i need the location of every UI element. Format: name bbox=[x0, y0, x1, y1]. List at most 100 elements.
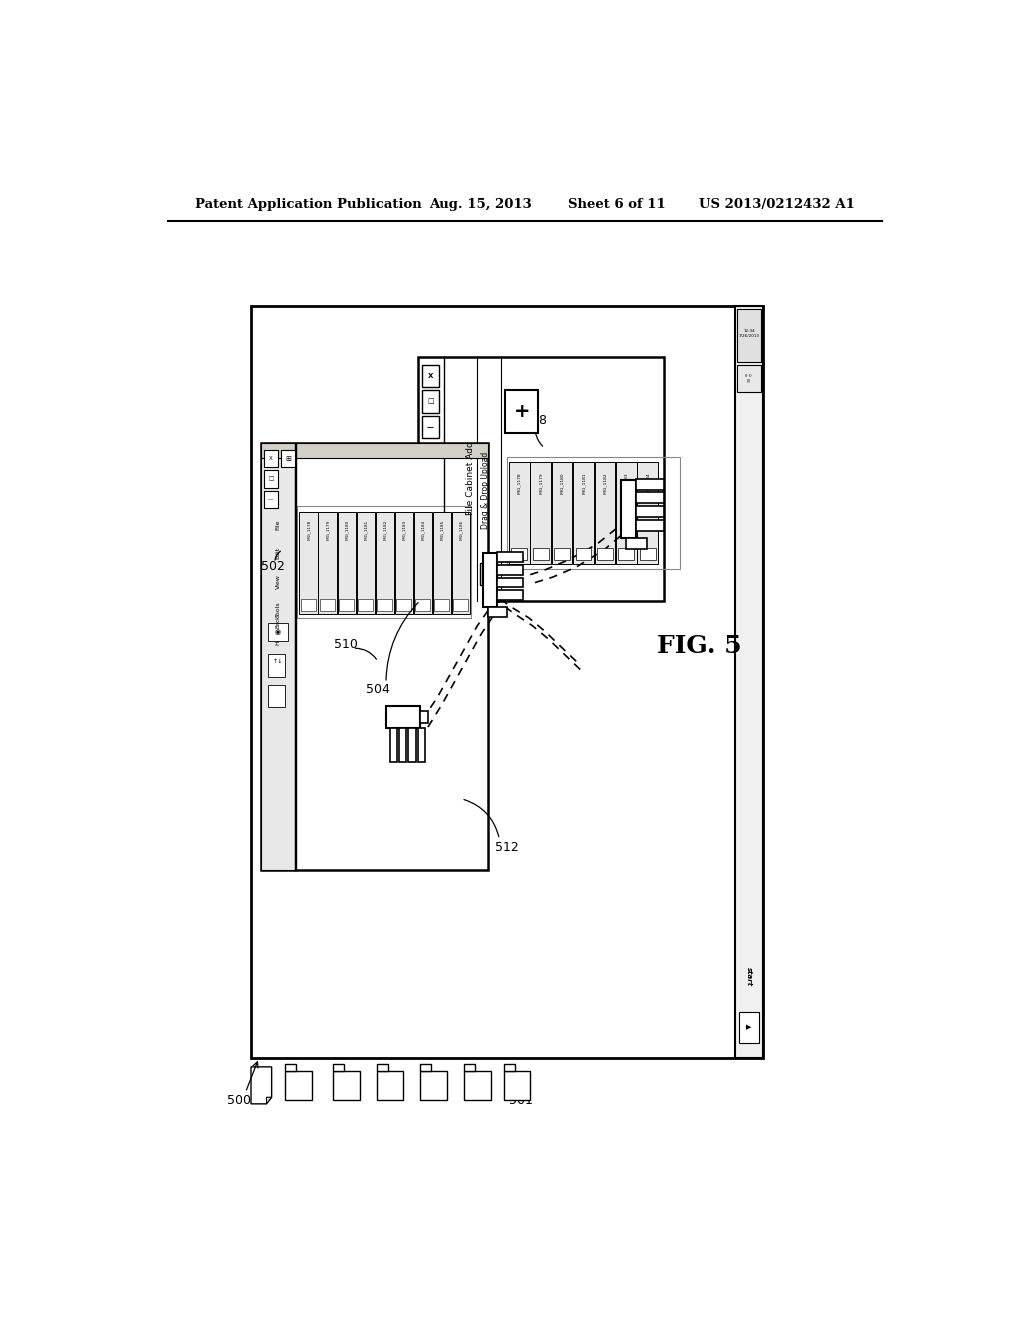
Text: —: — bbox=[268, 496, 273, 502]
Bar bbox=[452, 512, 470, 614]
Text: IMG_1183: IMG_1183 bbox=[625, 473, 629, 494]
Bar bbox=[358, 598, 373, 611]
Text: IMG_1182: IMG_1182 bbox=[383, 520, 387, 540]
Text: ↑↓: ↑↓ bbox=[272, 659, 284, 664]
Bar bbox=[377, 1064, 388, 1071]
Bar bbox=[595, 462, 615, 564]
Polygon shape bbox=[418, 727, 425, 762]
Text: X: X bbox=[428, 374, 433, 379]
Text: Tools: Tools bbox=[275, 602, 281, 618]
Bar bbox=[264, 450, 278, 467]
Bar bbox=[736, 364, 761, 392]
Bar bbox=[509, 462, 529, 564]
Text: View: View bbox=[275, 574, 281, 589]
Bar bbox=[505, 391, 539, 433]
Bar bbox=[396, 598, 412, 611]
Polygon shape bbox=[636, 506, 665, 517]
Text: 501: 501 bbox=[509, 1094, 532, 1107]
Text: File: File bbox=[275, 519, 281, 529]
Text: 500: 500 bbox=[227, 1094, 251, 1107]
Bar bbox=[299, 512, 317, 614]
Text: Aug. 15, 2013: Aug. 15, 2013 bbox=[430, 198, 532, 211]
Text: —: — bbox=[427, 424, 434, 430]
Text: Drag & Drop Upload: Drag & Drop Upload bbox=[480, 453, 489, 529]
Polygon shape bbox=[266, 1097, 271, 1104]
Bar bbox=[301, 598, 316, 611]
Bar bbox=[377, 1071, 403, 1100]
Bar bbox=[264, 491, 278, 508]
Text: □: □ bbox=[427, 399, 434, 404]
Polygon shape bbox=[386, 706, 420, 727]
Polygon shape bbox=[497, 578, 522, 587]
Bar bbox=[434, 598, 450, 611]
Bar bbox=[507, 457, 680, 569]
Bar bbox=[251, 306, 763, 1057]
Text: IMG_1181: IMG_1181 bbox=[364, 520, 368, 540]
Polygon shape bbox=[636, 520, 665, 531]
Text: 12:34
7/26/2013: 12:34 7/26/2013 bbox=[738, 329, 760, 338]
Bar bbox=[575, 548, 592, 560]
Bar bbox=[267, 655, 285, 677]
Text: IMG_1179: IMG_1179 bbox=[539, 473, 543, 494]
Bar bbox=[530, 462, 551, 564]
Bar bbox=[640, 548, 655, 560]
Bar bbox=[261, 444, 487, 870]
Bar bbox=[267, 623, 288, 642]
Text: Patent Application Publication: Patent Application Publication bbox=[196, 198, 422, 211]
Bar bbox=[376, 512, 394, 614]
Text: ⬆: ⬆ bbox=[484, 569, 493, 579]
Bar bbox=[420, 1071, 446, 1100]
Polygon shape bbox=[497, 553, 522, 562]
Polygon shape bbox=[420, 710, 428, 723]
Text: Sheet 6 of 11: Sheet 6 of 11 bbox=[568, 198, 667, 211]
Polygon shape bbox=[390, 727, 397, 762]
Bar bbox=[339, 598, 354, 611]
Bar bbox=[422, 391, 439, 413]
Bar bbox=[735, 306, 763, 1057]
Text: 502: 502 bbox=[261, 561, 285, 573]
Text: X: X bbox=[269, 457, 272, 461]
Text: IMG_1179: IMG_1179 bbox=[326, 520, 330, 540]
Polygon shape bbox=[399, 727, 407, 762]
Bar bbox=[454, 598, 468, 611]
Bar bbox=[264, 470, 278, 487]
Bar bbox=[416, 598, 430, 611]
Bar bbox=[464, 1071, 490, 1100]
Bar bbox=[618, 548, 634, 560]
Text: IMG_1184: IMG_1184 bbox=[421, 520, 425, 540]
Bar bbox=[286, 1064, 296, 1071]
Bar bbox=[554, 548, 570, 560]
Polygon shape bbox=[251, 1067, 271, 1104]
Bar bbox=[267, 685, 285, 708]
Polygon shape bbox=[627, 539, 647, 549]
Text: US 2013/0212432 A1: US 2013/0212432 A1 bbox=[699, 198, 855, 211]
Text: File Cabinet Add: File Cabinet Add bbox=[466, 442, 475, 515]
Text: IMG_1178: IMG_1178 bbox=[517, 473, 521, 494]
Bar bbox=[356, 512, 375, 614]
Text: IMG_1181: IMG_1181 bbox=[582, 473, 586, 494]
Polygon shape bbox=[636, 479, 665, 490]
Bar bbox=[638, 462, 658, 564]
Polygon shape bbox=[621, 479, 636, 539]
Bar bbox=[377, 598, 392, 611]
Text: 508: 508 bbox=[523, 414, 547, 428]
Text: ((·))
|||: ((·)) ||| bbox=[745, 374, 753, 383]
Bar bbox=[394, 512, 413, 614]
Text: ▶: ▶ bbox=[746, 1024, 752, 1031]
Text: ◉: ◉ bbox=[274, 630, 281, 635]
Text: ⊞: ⊞ bbox=[286, 455, 291, 462]
Bar bbox=[297, 506, 471, 618]
Text: IMG_1183: IMG_1183 bbox=[401, 520, 406, 540]
Bar bbox=[504, 1064, 515, 1071]
Bar bbox=[736, 309, 761, 362]
Bar bbox=[321, 598, 335, 611]
Text: 512: 512 bbox=[496, 841, 519, 854]
Polygon shape bbox=[482, 553, 497, 607]
Text: □: □ bbox=[268, 477, 273, 482]
Text: Back: Back bbox=[275, 614, 281, 627]
Bar bbox=[532, 548, 549, 560]
Polygon shape bbox=[497, 565, 522, 574]
Text: IMG_1185: IMG_1185 bbox=[440, 520, 443, 540]
Text: 510: 510 bbox=[334, 638, 358, 651]
Bar bbox=[552, 462, 572, 564]
